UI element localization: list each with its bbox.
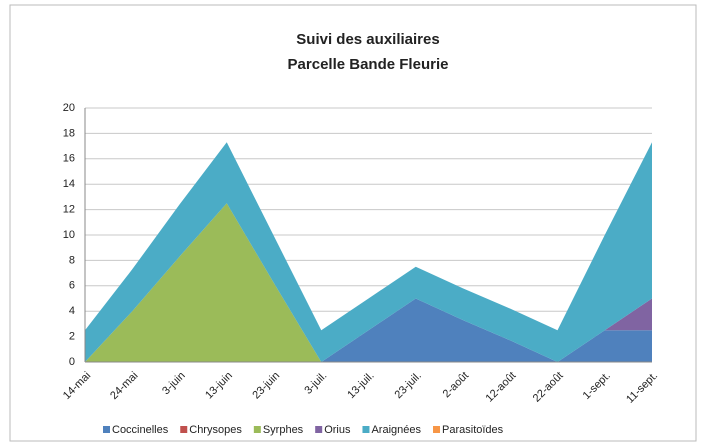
y-tick-label: 4: [69, 305, 75, 317]
y-tick-label: 8: [69, 254, 75, 266]
y-tick-label: 14: [63, 178, 75, 190]
chart-frame: [9, 4, 697, 442]
y-tick-label: 18: [63, 127, 75, 139]
legend-swatch: [433, 426, 441, 433]
y-tick-label: 16: [63, 153, 75, 165]
y-tick-label: 20: [63, 102, 75, 114]
y-tick-label: 2: [69, 331, 75, 343]
legend-swatch: [103, 426, 110, 433]
legend-swatch: [315, 426, 323, 433]
legend-label: Coccinelles: [112, 424, 169, 436]
legend-label: Syrphes: [263, 424, 304, 436]
legend-swatch: [180, 426, 188, 433]
y-tick-label: 6: [69, 280, 75, 292]
legend-label: Orius: [324, 424, 351, 436]
legend-swatch: [253, 426, 261, 433]
area: [85, 203, 652, 362]
y-tick-label: 10: [63, 229, 75, 241]
legend-label: Parasitoïdes: [442, 424, 504, 436]
legend-label: Chrysopes: [189, 424, 242, 436]
y-tick-label: 12: [63, 204, 75, 216]
area: [85, 142, 652, 362]
y-tick-label: 0: [69, 356, 75, 368]
legend-label: Araignées: [371, 424, 421, 436]
legend-swatch: [362, 426, 370, 433]
chart-subtitle: Parcelle Bande Fleurie: [288, 56, 449, 73]
chart-title: Suivi des auxiliaires: [296, 31, 439, 48]
